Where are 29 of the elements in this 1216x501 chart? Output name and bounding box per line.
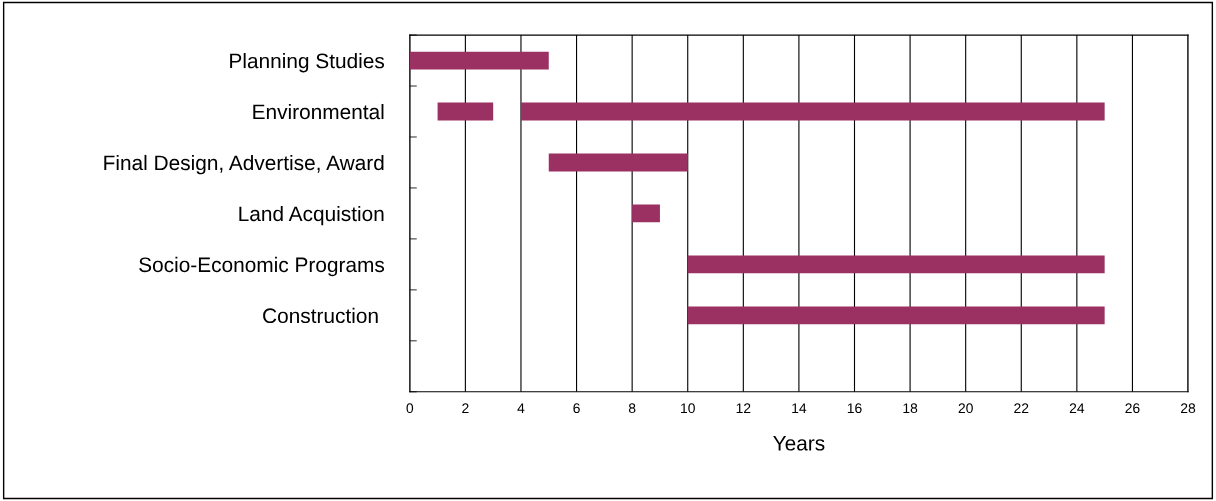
- x-tick-label: 10: [681, 403, 695, 414]
- y-tick-label: Planning Studies: [230, 53, 385, 73]
- y-tick-label: Socio-Economic Programs: [139, 256, 385, 277]
- x-tick-label: 6: [573, 403, 580, 414]
- x-tick-label: 16: [847, 403, 862, 414]
- bar: [687, 255, 1105, 274]
- bar: [548, 153, 688, 172]
- x-tick-label: 22: [1014, 403, 1029, 413]
- x-tick-label: 26: [1125, 403, 1140, 414]
- bar: [409, 51, 549, 70]
- x-tick-label: 20: [958, 403, 973, 414]
- bar: [437, 102, 494, 121]
- bar: [632, 204, 660, 223]
- y-tick-label: Land Acquistion: [239, 205, 384, 226]
- bar: [520, 102, 1105, 121]
- x-tick-label: 8: [628, 403, 636, 414]
- x-tick-label: 2: [462, 403, 469, 413]
- y-tick-label: Environmental: [253, 103, 384, 120]
- x-axis-title: Years: [773, 436, 825, 451]
- x-tick-label: 18: [903, 403, 918, 414]
- x-tick-label: 0: [406, 403, 414, 414]
- x-tick-label: 4: [517, 403, 525, 413]
- x-tick-label: 24: [1069, 403, 1085, 413]
- y-tick-label: Construction: [263, 307, 378, 324]
- bar: [687, 306, 1105, 325]
- x-tick-label: 28: [1181, 403, 1196, 414]
- y-tick-label: Final Design, Advertise, Award: [104, 154, 384, 175]
- x-tick-label: 14: [792, 403, 807, 413]
- x-tick-label: 12: [736, 403, 751, 413]
